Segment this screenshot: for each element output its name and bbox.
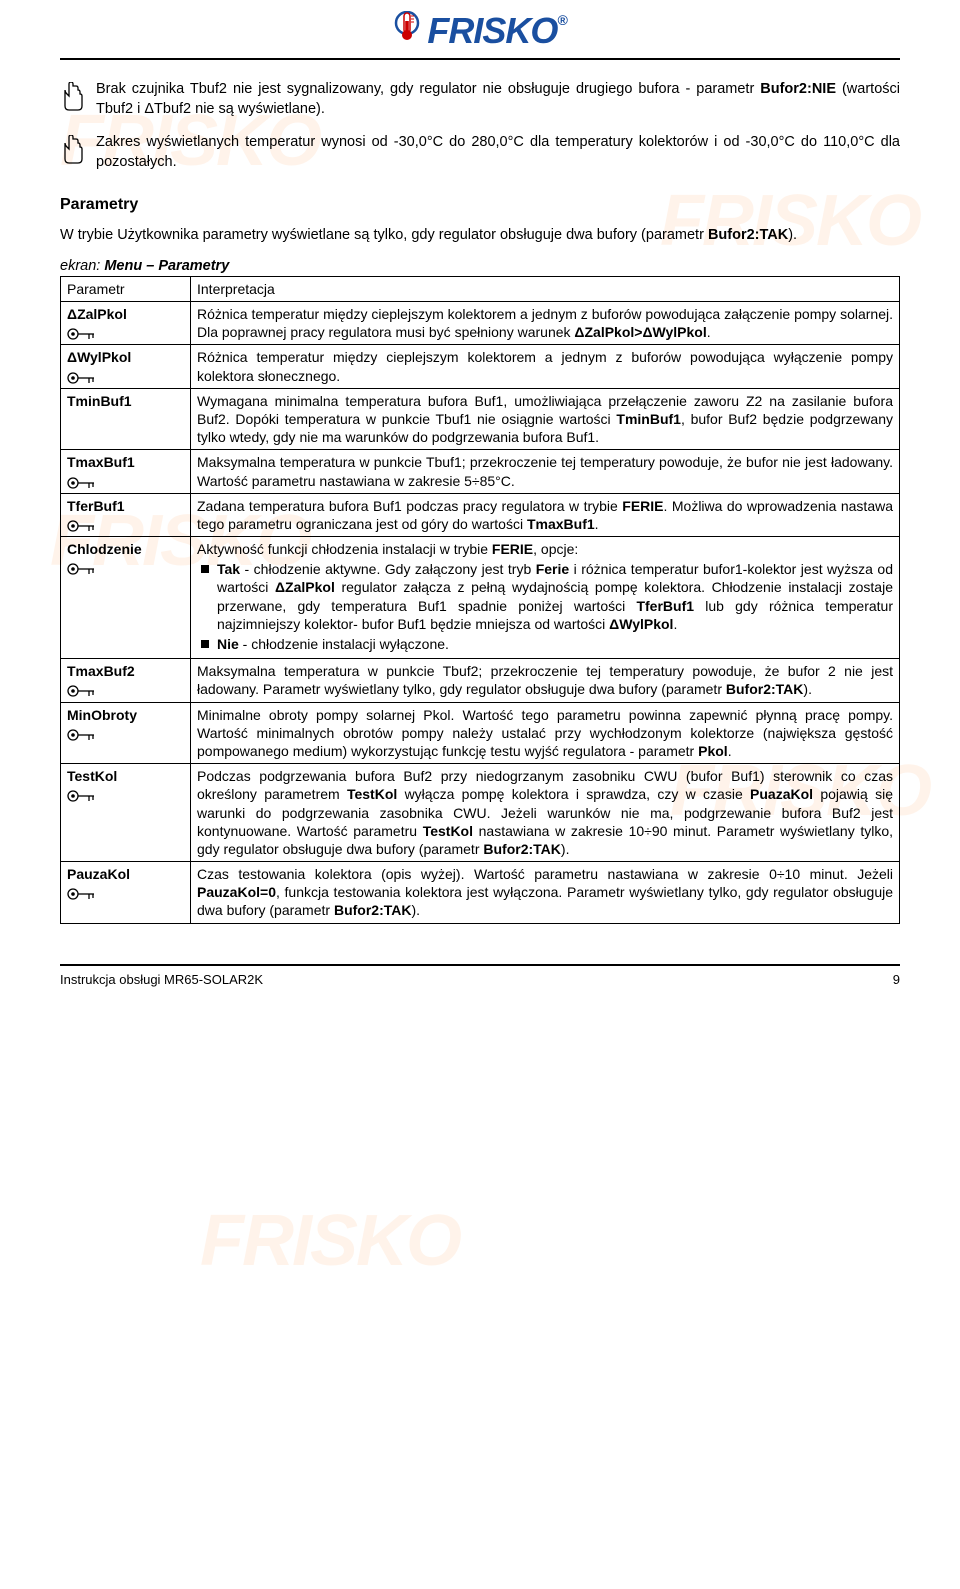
table-row: TferBuf1Zadana temperatura bufora Buf1 p… [61,493,900,536]
screen-label: ekran: Menu – Parametry [60,258,900,274]
table-row: TmaxBuf2Maksymalna temperatura w punkcie… [61,659,900,702]
bullet-square-icon [201,565,209,573]
table-row: PauzaKolCzas testowania kolektora (opis … [61,862,900,924]
param-name-cell: TmaxBuf1 [61,450,191,493]
param-name-cell: ΔZalPkol [61,302,191,345]
table-row: TestKolPodczas podgrzewania bufora Buf2 … [61,764,900,862]
key-icon [67,887,97,901]
param-desc-cell: Zadana temperatura bufora Buf1 podczas p… [191,493,900,536]
page-header: FRISKO® [60,0,900,60]
hand-point-icon [60,135,86,165]
param-name-cell: PauzaKol [61,862,191,924]
key-icon [67,728,97,742]
param-desc-cell: Wymagana minimalna temperatura bufora Bu… [191,388,900,450]
key-icon [67,371,97,385]
hand-point-icon [60,82,86,112]
table-row: MinObrotyMinimalne obroty pompy solarnej… [61,702,900,764]
param-desc-cell: Podczas podgrzewania bufora Buf2 przy ni… [191,764,900,862]
param-name-cell: TestKol [61,764,191,862]
key-icon [67,476,97,490]
key-icon [67,327,97,341]
table-header-row: Parametr Interpretacja [61,276,900,301]
note-2: Zakres wyświetlanych temperatur wynosi o… [60,133,900,172]
param-name-cell: TferBuf1 [61,493,191,536]
param-desc-cell: Różnica temperatur między cieplejszym ko… [191,345,900,388]
parameters-table: Parametr Interpretacja ΔZalPkolRóżnica t… [60,276,900,924]
brand-name: FRISKO® [427,10,566,52]
table-row: ΔWylPkolRóżnica temperatur między cieple… [61,345,900,388]
intro-text: W trybie Użytkownika parametry wyświetla… [60,226,900,246]
param-desc-cell: Maksymalna temperatura w punkcie Tbuf2; … [191,659,900,702]
table-row: TmaxBuf1Maksymalna temperatura w punkcie… [61,450,900,493]
column-header-interp: Interpretacja [191,276,900,301]
param-desc-cell: Czas testowania kolektora (opis wyżej). … [191,862,900,924]
section-title: Parametry [60,196,900,214]
note-1: Brak czujnika Tbuf2 nie jest sygnalizowa… [60,80,900,119]
footer-doc-title: Instrukcja obsługi MR65-SOLAR2K [60,972,263,987]
table-row: ΔZalPkolRóżnica temperatur między cieple… [61,302,900,345]
bullet-square-icon [201,640,209,648]
param-name-cell: MinObroty [61,702,191,764]
brand-logo: FRISKO® [393,10,566,52]
param-desc-cell: Minimalne obroty pompy solarnej Pkol. Wa… [191,702,900,764]
table-row: ChlodzenieAktywność funkcji chłodzenia i… [61,537,900,659]
key-icon [67,789,97,803]
table-row: TminBuf1Wymagana minimalna temperatura b… [61,388,900,450]
param-desc-cell: Aktywność funkcji chłodzenia instalacji … [191,537,900,659]
thermometer-icon [393,11,421,51]
footer-page-number: 9 [893,972,900,987]
key-icon [67,562,97,576]
key-icon [67,684,97,698]
watermark: FRISKO [200,1200,460,1282]
note-1-text: Brak czujnika Tbuf2 nie jest sygnalizowa… [96,80,900,119]
param-name-cell: ΔWylPkol [61,345,191,388]
note-2-text: Zakres wyświetlanych temperatur wynosi o… [96,133,900,172]
param-name-cell: Chlodzenie [61,537,191,659]
key-icon [67,519,97,533]
param-desc-cell: Maksymalna temperatura w punkcie Tbuf1; … [191,450,900,493]
param-name-cell: TmaxBuf2 [61,659,191,702]
param-name-cell: TminBuf1 [61,388,191,450]
page-footer: Instrukcja obsługi MR65-SOLAR2K 9 [60,964,900,1007]
param-desc-cell: Różnica temperatur między cieplejszym ko… [191,302,900,345]
column-header-param: Parametr [61,276,191,301]
